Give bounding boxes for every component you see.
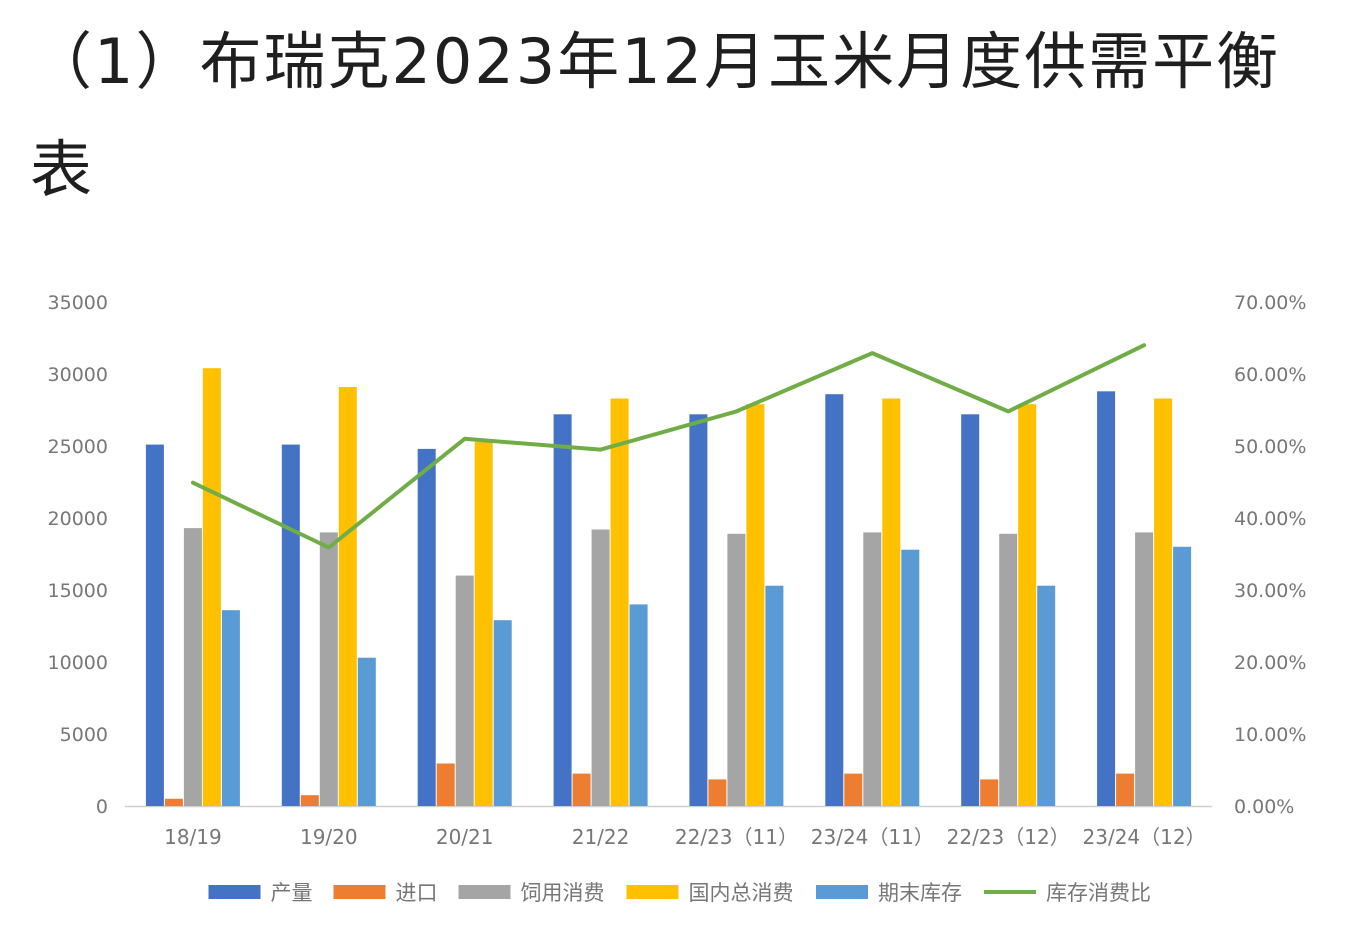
- bar-2: [300, 795, 319, 806]
- bar-3: [863, 532, 882, 806]
- bar-1: [961, 414, 980, 806]
- bar-3: [999, 533, 1018, 806]
- bar-3: [183, 528, 202, 806]
- x-tick-label: 20/21: [436, 825, 494, 849]
- y-left-tick-label: 35000: [48, 292, 108, 314]
- x-tick-label: 19/20: [300, 825, 358, 849]
- page-title: （1）布瑞克2023年12月玉米月度供需平衡表: [30, 25, 1281, 206]
- legend-label: 期末库存: [878, 881, 962, 905]
- legend-label: 进口: [396, 881, 438, 905]
- bar-5: [901, 549, 920, 806]
- y-right-tick-label: 0.00%: [1234, 796, 1294, 818]
- x-tick-label: 22/23（11）: [675, 825, 798, 849]
- bar-5: [493, 620, 512, 806]
- bar-5: [629, 604, 648, 806]
- bar-4: [338, 387, 357, 806]
- bar-1: [417, 448, 436, 806]
- y-right-tick-label: 20.00%: [1234, 652, 1306, 674]
- line-stock-consumption-ratio: [190, 343, 1147, 550]
- y-left-tick-label: 0: [96, 796, 108, 818]
- bar-4: [610, 398, 629, 806]
- x-tick-label: 23/24（12）: [1083, 825, 1206, 849]
- bar-2: [708, 779, 727, 806]
- bar-2: [572, 773, 591, 806]
- y-right-tick-label: 50.00%: [1234, 436, 1306, 458]
- y-right-tick-label: 60.00%: [1234, 364, 1306, 386]
- bar-3: [727, 533, 746, 806]
- bar-2: [1116, 773, 1135, 806]
- legend-label: 库存消费比: [1046, 881, 1151, 905]
- bar-1: [553, 414, 572, 806]
- x-tick-label: 18/19: [164, 825, 222, 849]
- y-left-tick-label: 30000: [48, 364, 108, 386]
- x-tick-label: 22/23（12）: [947, 825, 1070, 849]
- legend-swatch: [458, 885, 511, 899]
- bar-2: [164, 798, 183, 806]
- bar-3: [591, 529, 610, 806]
- y-right-tick-label: 10.00%: [1234, 724, 1306, 746]
- bar-1: [281, 444, 300, 806]
- legend-swatch: [816, 885, 868, 899]
- legend-label: 饲用消费: [521, 881, 605, 905]
- bar-5: [357, 657, 376, 806]
- bar-3: [319, 532, 338, 806]
- bar-4: [1154, 398, 1173, 806]
- bar-4: [746, 404, 765, 806]
- legend-swatch: [208, 885, 261, 899]
- bar-2: [844, 773, 863, 806]
- bar-3: [455, 575, 474, 806]
- bar-4: [202, 368, 221, 806]
- bar-5: [221, 610, 240, 806]
- bar-2: [980, 779, 999, 806]
- bar-5: [1173, 546, 1192, 806]
- legend-swatch: [333, 885, 386, 899]
- legend-label: 产量: [271, 881, 313, 905]
- y-left-tick-label: 25000: [48, 436, 108, 458]
- bar-1: [145, 444, 164, 806]
- x-tick-label: 23/24（11）: [811, 825, 934, 849]
- bar-5: [765, 585, 784, 806]
- y-right-tick-label: 70.00%: [1234, 292, 1306, 314]
- bar-5: [1037, 585, 1056, 806]
- legend-swatch: [626, 885, 679, 899]
- y-right-tick-label: 40.00%: [1234, 508, 1306, 530]
- bar-4: [882, 398, 901, 806]
- y-right-tick-label: 30.00%: [1234, 580, 1306, 602]
- y-left-tick-label: 10000: [48, 652, 108, 674]
- bar-1: [825, 394, 844, 806]
- bar-3: [1135, 532, 1154, 806]
- bar-4: [1018, 404, 1037, 806]
- y-left-tick-label: 15000: [48, 580, 108, 602]
- bar-2: [436, 763, 455, 806]
- x-tick-label: 21/22: [572, 825, 630, 849]
- y-left-tick-label: 5000: [60, 724, 108, 746]
- bar-1: [689, 414, 708, 806]
- bar-1: [1097, 391, 1116, 806]
- bar-4: [474, 441, 493, 806]
- legend-label: 国内总消费: [689, 881, 794, 905]
- y-left-tick-label: 20000: [48, 508, 108, 530]
